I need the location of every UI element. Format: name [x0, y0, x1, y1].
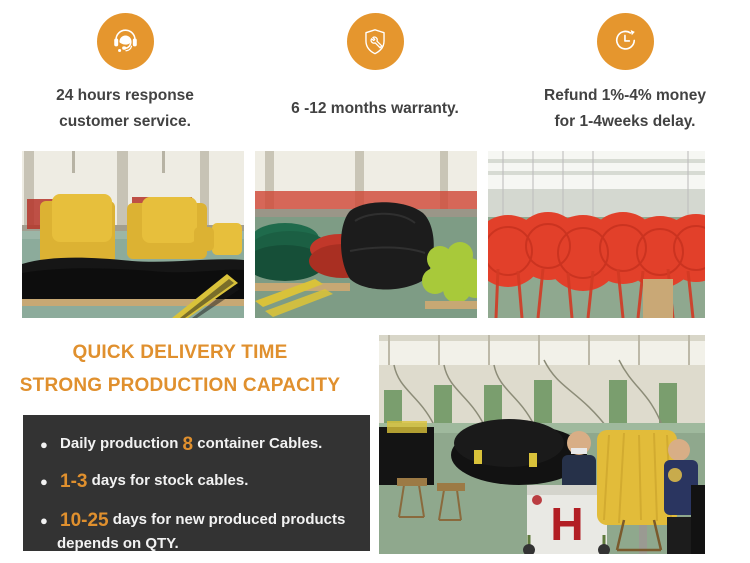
- svg-text:H: H: [550, 498, 583, 550]
